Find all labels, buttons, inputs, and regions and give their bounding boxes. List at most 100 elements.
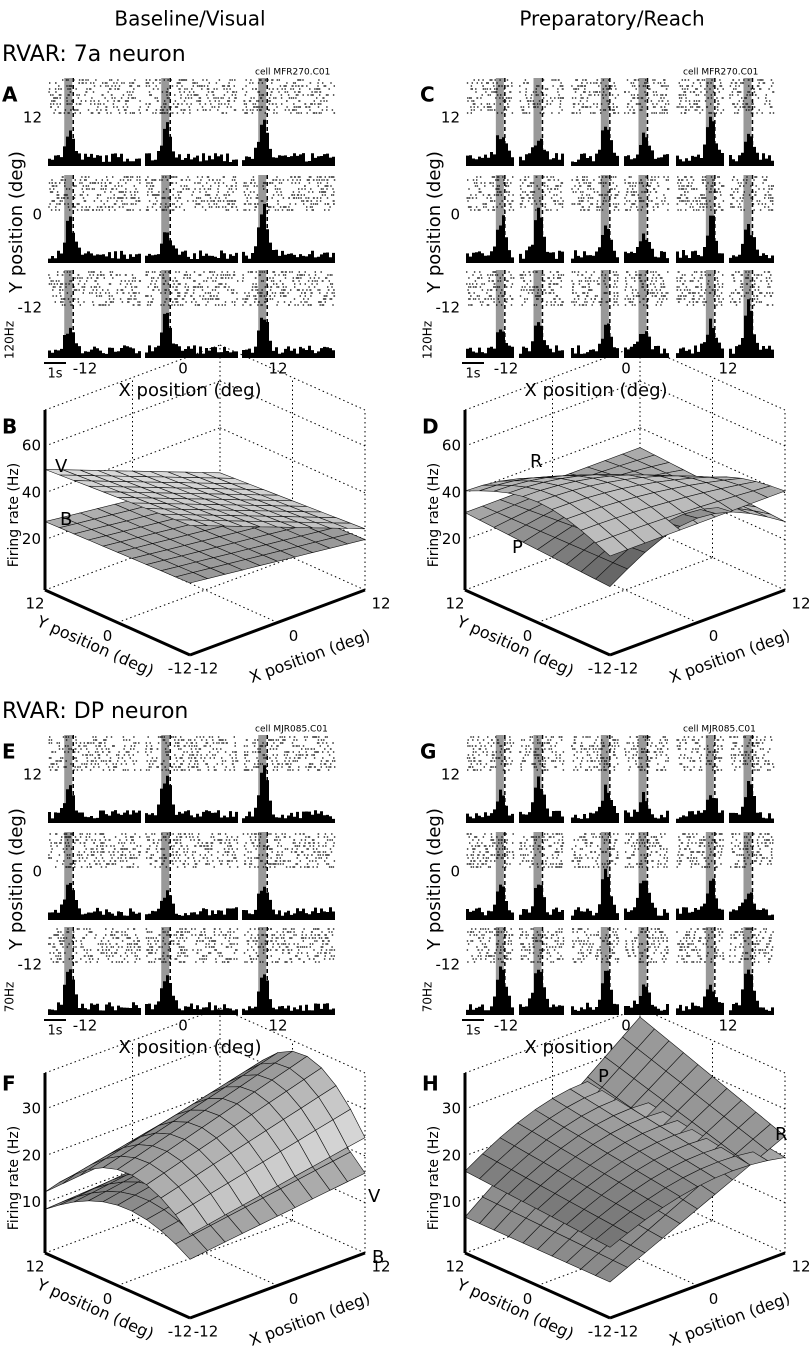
event-band bbox=[64, 175, 73, 255]
histogram bbox=[571, 868, 619, 920]
event-band bbox=[533, 78, 542, 158]
z-axis-label: Firing rate (Hz) bbox=[6, 463, 22, 567]
histogram bbox=[729, 224, 774, 263]
x-tick-label: 0 bbox=[178, 360, 188, 378]
x-tick-label: -12 bbox=[73, 1017, 98, 1035]
raster bbox=[466, 271, 515, 306]
event-band bbox=[600, 927, 609, 1007]
time-scale: 1s bbox=[465, 1024, 480, 1039]
histogram bbox=[519, 322, 564, 358]
y-tick-label: 0 bbox=[450, 863, 460, 881]
event-band bbox=[258, 832, 267, 912]
y-tick-label: -12 bbox=[588, 660, 613, 678]
y-tick-label: -12 bbox=[436, 299, 461, 317]
histogram bbox=[48, 216, 141, 263]
x-tick-label: 12 bbox=[268, 1017, 287, 1035]
surface-label: V bbox=[368, 1186, 381, 1207]
histogram bbox=[624, 880, 669, 920]
event-band bbox=[600, 78, 609, 158]
event-band bbox=[533, 927, 542, 1007]
z-tick-label: 40 bbox=[22, 483, 41, 501]
event-band bbox=[705, 270, 714, 350]
raster bbox=[729, 271, 774, 306]
histogram bbox=[571, 126, 619, 166]
event-band bbox=[495, 270, 504, 350]
raster bbox=[466, 736, 515, 771]
column-title: Preparatory/Reach bbox=[519, 7, 704, 31]
z-tick-label: 20 bbox=[442, 1146, 461, 1164]
x-tick-label: 12 bbox=[718, 360, 737, 378]
event-band bbox=[600, 735, 609, 815]
panel-letter: E bbox=[2, 740, 16, 764]
rate-scale: 70Hz bbox=[421, 982, 435, 1013]
section-title: RVAR: DP neuron bbox=[2, 699, 188, 724]
event-band bbox=[600, 175, 609, 255]
raster bbox=[466, 928, 514, 963]
y-tick-label: -12 bbox=[168, 660, 193, 678]
event-band bbox=[638, 832, 647, 912]
raster bbox=[145, 271, 239, 306]
raster bbox=[676, 79, 725, 114]
y-tick-label: 0 bbox=[103, 627, 113, 645]
section-title: RVAR: 7a neuron bbox=[2, 42, 186, 67]
x-tick-label: 0 bbox=[709, 1290, 719, 1308]
raster bbox=[676, 736, 724, 771]
z-tick-label: 10 bbox=[442, 1193, 461, 1211]
histogram bbox=[676, 116, 724, 166]
x-tick-label: -12 bbox=[494, 1017, 519, 1035]
histogram bbox=[145, 122, 238, 166]
event-band bbox=[495, 78, 504, 158]
raster bbox=[145, 928, 239, 963]
event-band bbox=[161, 832, 170, 912]
surface-patch bbox=[175, 1234, 208, 1260]
raster bbox=[48, 176, 141, 211]
surface-label: B bbox=[372, 1247, 384, 1268]
event-band bbox=[161, 735, 170, 815]
y-tick-label: 0 bbox=[450, 206, 460, 224]
x-tick-label: -12 bbox=[194, 1323, 219, 1341]
raster bbox=[676, 271, 724, 306]
histogram bbox=[519, 969, 564, 1015]
raster bbox=[519, 928, 565, 963]
raster bbox=[571, 833, 619, 868]
y-tick-label: 0 bbox=[32, 863, 42, 881]
panel-letter: C bbox=[420, 83, 435, 107]
x-axis-label: X position (deg) bbox=[247, 625, 373, 686]
histogram bbox=[519, 138, 564, 166]
raster bbox=[48, 79, 141, 114]
event-band bbox=[600, 270, 609, 350]
raster bbox=[519, 79, 564, 114]
event-band bbox=[638, 270, 647, 350]
histogram bbox=[624, 132, 669, 166]
raster bbox=[572, 928, 620, 963]
x-axis-label: X position (deg) bbox=[247, 1288, 373, 1349]
y-tick-label: 12 bbox=[441, 109, 460, 127]
y-tick-label: 0 bbox=[32, 206, 42, 224]
histogram bbox=[48, 327, 141, 358]
histogram bbox=[466, 135, 514, 166]
histogram bbox=[242, 886, 335, 920]
x-tick-label: 12 bbox=[718, 1017, 737, 1035]
histogram bbox=[624, 233, 669, 263]
raster bbox=[676, 928, 725, 963]
z-axis-label: Firing rate (Hz) bbox=[426, 463, 442, 567]
event-band bbox=[638, 78, 647, 158]
raster bbox=[730, 833, 774, 868]
x-tick-label: 12 bbox=[371, 1258, 390, 1276]
x-tick-label: 12 bbox=[371, 595, 390, 613]
y-tick-label: 12 bbox=[441, 766, 460, 784]
surface-patch bbox=[594, 1224, 629, 1248]
histogram bbox=[466, 215, 514, 263]
x-axis-label: X position (deg) bbox=[667, 625, 793, 686]
event-band bbox=[705, 832, 714, 912]
histogram bbox=[48, 969, 141, 1015]
y-tick-label: -12 bbox=[436, 956, 461, 974]
y-axis-label: Y position (deg) bbox=[33, 611, 157, 680]
histogram bbox=[48, 130, 141, 166]
histogram bbox=[242, 765, 335, 823]
raster bbox=[624, 833, 668, 868]
x-axis-label: X position (deg) bbox=[118, 380, 261, 401]
x-tick-label: 0 bbox=[289, 627, 299, 645]
z-tick-label: 20 bbox=[22, 1146, 41, 1164]
event-band bbox=[161, 78, 170, 158]
